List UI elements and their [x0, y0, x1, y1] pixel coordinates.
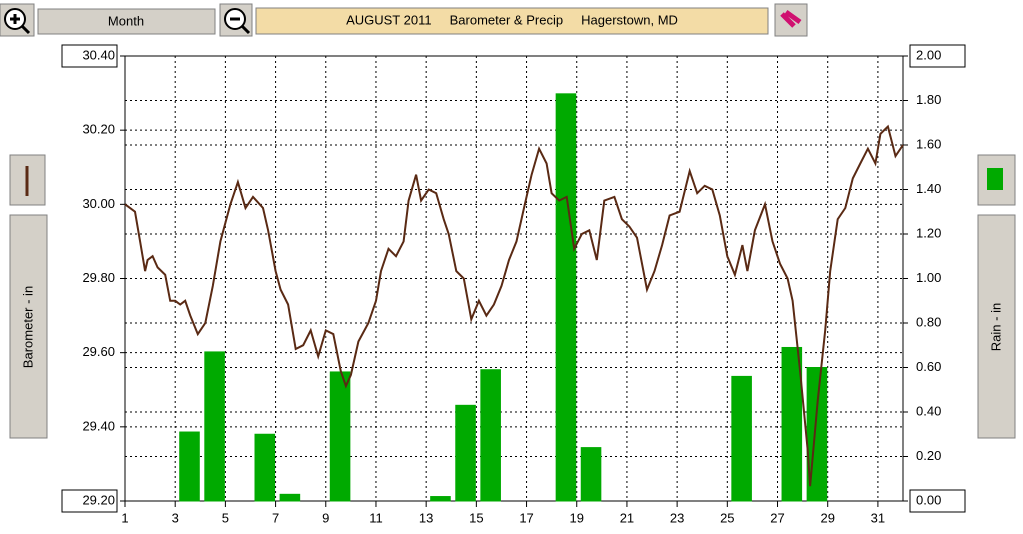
view-button-label: Month — [108, 13, 144, 28]
y2-tick-label: 1.80 — [916, 92, 941, 107]
rain-bar — [204, 351, 225, 502]
x-tick-label: 11 — [369, 510, 383, 525]
print-icon — [780, 9, 802, 28]
zoom-out-glyph — [230, 17, 251, 35]
y2-tick-label: 1.00 — [916, 270, 941, 285]
zoom-in-glyph — [10, 14, 31, 35]
y2-tick-label: 0.60 — [916, 359, 941, 374]
plot: 29.2029.4029.6029.8030.0030.2030.400.000… — [61, 44, 966, 525]
rain-bar — [781, 346, 803, 502]
x-tick-label: 7 — [272, 510, 279, 525]
x-tick-label: 31 — [871, 510, 885, 525]
y-tick-label: 29.20 — [82, 492, 115, 507]
y2-axis-label: Rain - in — [988, 303, 1003, 351]
title-box — [255, 7, 769, 35]
rain-bar — [480, 369, 501, 502]
y-axis-label: Barometer - in — [20, 286, 35, 368]
rain-legend-swatch — [987, 168, 1003, 190]
x-tick-label: 5 — [222, 510, 229, 525]
y2-tick-label: 0.20 — [916, 448, 941, 463]
rain-bar — [329, 371, 351, 502]
barometer-axis-button[interactable] — [9, 214, 48, 439]
view-button[interactable] — [37, 8, 216, 35]
rain-bar — [254, 433, 276, 502]
y2-tick-label: 0.80 — [916, 314, 941, 329]
tick-label-box — [909, 489, 966, 513]
rain-bar — [455, 404, 476, 502]
rain-axis-button[interactable] — [977, 214, 1016, 439]
y2-tick-label: 1.60 — [916, 136, 941, 151]
rain-bar — [279, 493, 301, 502]
y-tick-label: 29.80 — [82, 270, 115, 285]
x-tick-label: 29 — [820, 510, 834, 525]
rain-bar — [580, 447, 602, 502]
rain-bar — [731, 375, 752, 502]
chart-title: AUGUST 2011 Barometer & Precip Hagerstow… — [346, 12, 678, 27]
x-tick-label: 21 — [620, 510, 634, 525]
y2-tick-label: 0.40 — [916, 403, 941, 418]
y2-tick-label: 2.00 — [916, 47, 941, 62]
tick-label-box — [61, 44, 118, 68]
y2-tick-label: 1.40 — [916, 181, 941, 196]
x-tick-label: 13 — [419, 510, 433, 525]
y-tick-label: 29.40 — [82, 418, 115, 433]
x-tick-label: 15 — [469, 510, 483, 525]
x-tick-label: 3 — [172, 510, 179, 525]
rain-bar — [555, 93, 577, 502]
y-tick-label: 29.60 — [82, 344, 115, 359]
y-tick-label: 30.20 — [82, 122, 115, 137]
plot-area — [124, 55, 904, 502]
tick-label-box — [909, 44, 966, 68]
rain-bar — [430, 496, 451, 502]
y2-tick-label: 0.00 — [916, 492, 941, 507]
tick-label-box — [61, 489, 118, 513]
pressure-line — [124, 124, 904, 487]
x-tick-label: 1 — [121, 510, 128, 525]
x-tick-label: 25 — [720, 510, 734, 525]
y-tick-label: 30.00 — [82, 196, 115, 211]
x-tick-label: 23 — [670, 510, 684, 525]
x-tick-label: 17 — [519, 510, 533, 525]
x-tick-label: 27 — [770, 510, 784, 525]
x-tick-label: 9 — [322, 510, 329, 525]
x-tick-label: 19 — [570, 510, 584, 525]
y2-tick-label: 1.20 — [916, 225, 941, 240]
rain-bar — [179, 431, 200, 502]
y-tick-label: 30.40 — [82, 47, 115, 62]
